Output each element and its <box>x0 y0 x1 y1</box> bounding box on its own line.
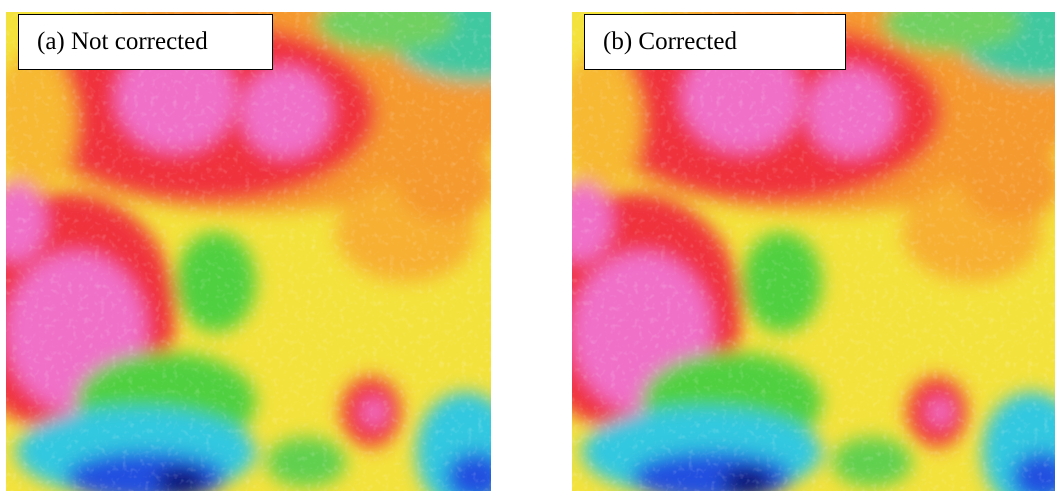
panel-label: (a) Not corrected <box>18 14 273 70</box>
heatmap-image <box>6 12 491 491</box>
heatmap-image <box>572 12 1055 491</box>
panel: (b) Corrected <box>572 12 1055 491</box>
panel: (a) Not corrected <box>6 12 491 491</box>
panel-label: (b) Corrected <box>584 14 846 70</box>
